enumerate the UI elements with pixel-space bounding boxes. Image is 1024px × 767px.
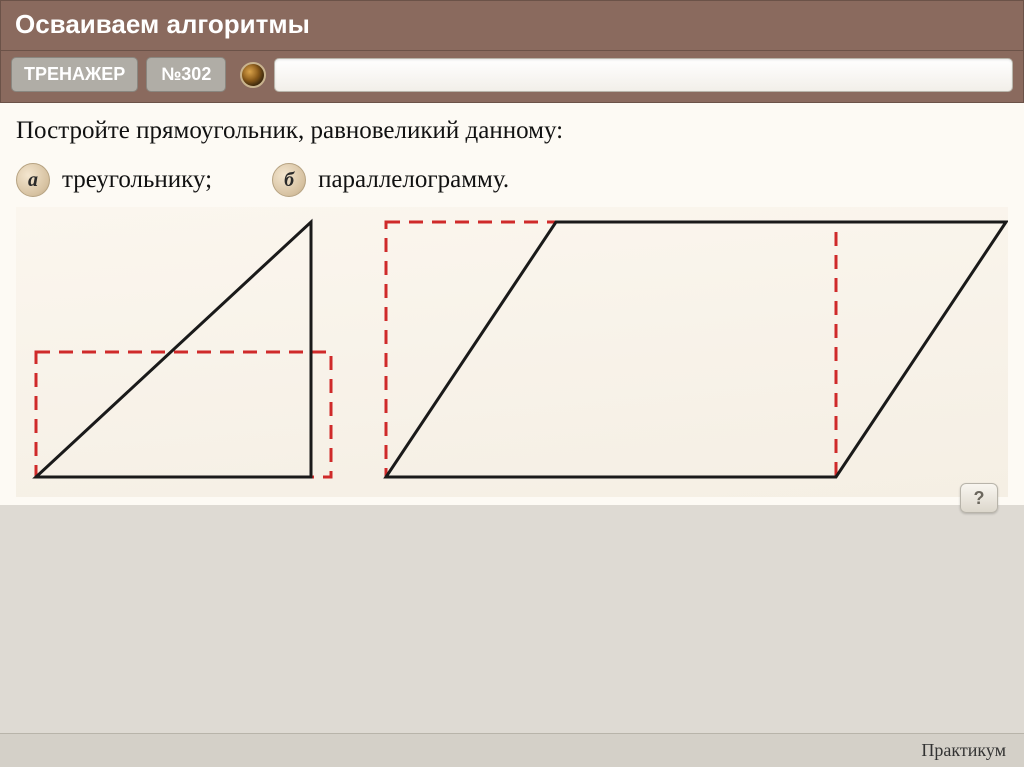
bullet-icon[interactable] xyxy=(240,62,266,88)
trainer-chip[interactable]: ТРЕНАЖЕР xyxy=(11,57,138,92)
search-input[interactable] xyxy=(274,58,1013,92)
page-header: Осваиваем алгоритмы xyxy=(0,0,1024,51)
diagram-area: ? xyxy=(16,207,1008,497)
help-button[interactable]: ? xyxy=(960,483,998,513)
number-chip[interactable]: №302 xyxy=(146,57,226,92)
subtask-a-label: треугольнику; xyxy=(62,166,212,194)
subtask-a: а треугольнику; xyxy=(16,163,212,197)
footer-label: Практикум xyxy=(921,740,1006,760)
subtask-a-letter: а xyxy=(16,163,50,197)
subtask-b: б параллелограмму. xyxy=(272,163,509,197)
toolbar: ТРЕНАЖЕР №302 xyxy=(0,51,1024,103)
subtask-b-letter: б xyxy=(272,163,306,197)
task-title: Постройте прямоугольник, равновеликий да… xyxy=(16,117,1008,145)
page-title: Осваиваем алгоритмы xyxy=(15,9,310,39)
geometry-diagram xyxy=(16,207,1008,497)
footer: Практикум xyxy=(0,733,1024,767)
content-area: Постройте прямоугольник, равновеликий да… xyxy=(0,103,1024,505)
subtask-row: а треугольнику; б параллелограмму. xyxy=(16,163,1008,197)
subtask-b-label: параллелограмму. xyxy=(318,166,509,194)
